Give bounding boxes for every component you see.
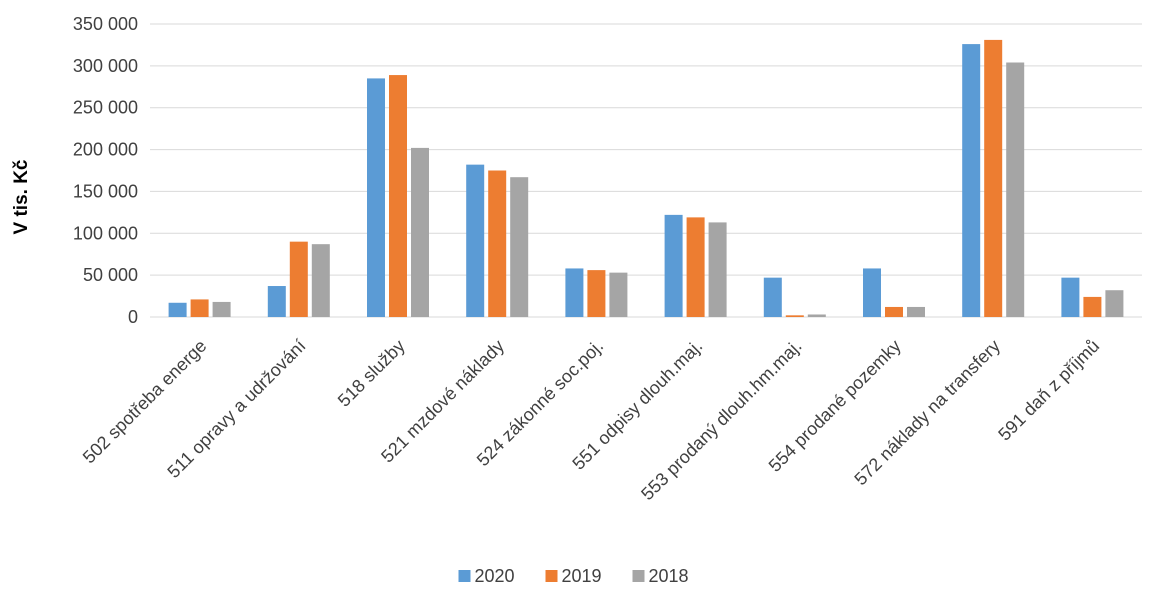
bar-2019-2	[389, 75, 407, 318]
bar-2019-9	[1083, 296, 1102, 317]
bar-2018-7	[907, 306, 925, 317]
bar-2020-9	[1061, 277, 1080, 317]
bar-2020-1	[267, 286, 286, 317]
bar-2019-4	[587, 270, 606, 317]
bar-2019-5	[686, 217, 705, 317]
bar-2020-3	[466, 164, 485, 317]
y-tick-label: 250 000	[73, 98, 138, 118]
y-tick-label: 150 000	[73, 181, 138, 201]
legend-swatch-2019	[545, 570, 558, 582]
y-axis-ticks: 0 50 000 100 000 150 000 200 000 250 000 300 0…	[73, 14, 138, 327]
x-category-label: 518 služby	[334, 336, 409, 411]
legend-label-2020: 2020	[475, 566, 515, 586]
bar-2018-6	[807, 314, 826, 317]
x-category-label: 591 daň z příjmů	[994, 336, 1103, 445]
y-tick-label: 350 000	[73, 14, 138, 34]
bar-2018-2	[411, 147, 429, 317]
y-tick-label: 50 000	[83, 265, 138, 285]
bar-2018-4	[609, 272, 628, 317]
bar-2018-1	[311, 244, 330, 317]
bar-2018-9	[1105, 290, 1124, 317]
bar-2020-5	[664, 214, 683, 317]
bar-2019-8	[984, 39, 1003, 318]
bar-2018-8	[1006, 62, 1025, 317]
legend-label-2019: 2019	[562, 566, 602, 586]
legend: 2020 2019 2018	[458, 566, 689, 586]
bars	[168, 39, 1124, 318]
bar-2019-1	[289, 241, 308, 317]
y-tick-label: 0	[128, 307, 138, 327]
bar-2018-3	[510, 177, 529, 317]
y-tick-label: 300 000	[73, 56, 138, 76]
y-axis-title: V tis. Kč	[11, 159, 32, 234]
legend-label-2018: 2018	[649, 566, 689, 586]
bar-2019-6	[785, 315, 804, 317]
legend-swatch-2020	[458, 570, 471, 582]
bar-2019-0	[190, 299, 209, 317]
y-tick-label: 100 000	[73, 223, 138, 243]
legend-swatch-2018	[632, 570, 645, 582]
y-tick-label: 200 000	[73, 140, 138, 160]
bar-2020-6	[763, 277, 782, 317]
bar-2020-2	[367, 78, 385, 318]
bar-2018-0	[212, 301, 231, 317]
bar-2020-8	[962, 44, 981, 317]
bar-2019-7	[885, 306, 903, 317]
bar-2019-3	[488, 170, 507, 317]
bar-2020-7	[863, 268, 881, 317]
x-category-label: 553 prodaný dlouh.hm.maj.	[637, 336, 805, 504]
bar-2020-4	[565, 268, 584, 317]
bar-2018-5	[708, 222, 727, 317]
bar-2020-0	[168, 302, 187, 317]
